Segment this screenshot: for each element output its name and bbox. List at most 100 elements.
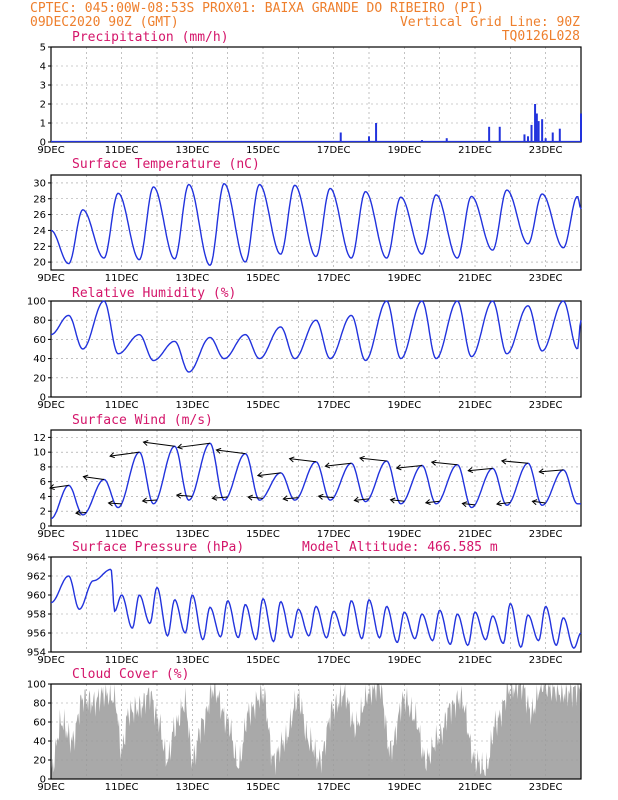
x-tick-label: 17DEC — [317, 145, 351, 156]
x-tick-label: 17DEC — [317, 655, 351, 666]
wind-arrow-head — [531, 499, 538, 506]
x-tick-label: 11DEC — [105, 400, 139, 411]
y-tick-label: 962 — [27, 572, 46, 583]
wind-arrow-shaft — [396, 464, 423, 469]
y-tick-label: 30 — [33, 178, 46, 189]
temperature-series-line — [50, 183, 582, 267]
x-tick-label: 21DEC — [458, 273, 492, 284]
x-tick-label: 17DEC — [317, 273, 351, 284]
x-tick-label: 9DEC — [37, 655, 64, 666]
y-tick-label: 0 — [40, 522, 46, 533]
precipitation-bar — [534, 104, 537, 142]
y-tick-label: 8 — [40, 462, 46, 473]
plot-frame — [50, 174, 582, 271]
plot-frame — [50, 683, 582, 780]
y-tick-label: 24 — [33, 226, 46, 237]
wind-arrow-head — [461, 501, 468, 508]
x-tick-label: 23DEC — [529, 655, 563, 666]
x-tick-label: 13DEC — [175, 655, 209, 666]
wind-title: Surface Wind (m/s) — [72, 413, 213, 428]
wind-arrow-head — [389, 497, 396, 504]
x-tick-label: 13DEC — [175, 782, 209, 793]
wind-arrow-shaft — [83, 476, 105, 480]
y-tick-label: 964 — [27, 553, 46, 564]
x-tick-label: 21DEC — [458, 782, 492, 793]
wind-arrow-head — [256, 471, 263, 478]
wind-arrow-head — [317, 493, 324, 500]
precipitation-bar — [375, 123, 378, 142]
precipitation-bar — [551, 132, 554, 142]
wind-arrow-head — [141, 497, 148, 504]
y-tick-label: 5 — [40, 43, 46, 54]
header-location: CPTEC: 045:00W-08:53S PROX01: BAIXA GRAN… — [30, 1, 484, 16]
cloud-cover-title: Cloud Cover (%) — [72, 667, 189, 682]
wind-arrow-head — [211, 494, 218, 501]
wind-arrow-shaft — [462, 502, 476, 506]
wind-arrow-shaft — [289, 458, 317, 463]
x-tick-label: 15DEC — [246, 655, 280, 666]
wind-arrow-shaft — [142, 499, 158, 502]
x-tick-label: 9DEC — [37, 529, 64, 540]
wind-arrow-shaft — [390, 499, 405, 502]
precipitation-bar — [339, 132, 342, 142]
y-tick-label: 0 — [40, 393, 46, 404]
x-tick-label: 23DEC — [529, 273, 563, 284]
wind-arrow-shaft — [216, 449, 246, 455]
wind-arrow-shaft — [539, 469, 564, 473]
x-tick-label: 15DEC — [246, 145, 280, 156]
x-tick-label: 11DEC — [105, 273, 139, 284]
y-tick-label: 3 — [40, 81, 46, 92]
x-tick-label: 21DEC — [458, 400, 492, 411]
x-tick-label: 11DEC — [105, 145, 139, 156]
precipitation-bar — [537, 121, 540, 142]
precipitation-bar — [498, 126, 501, 142]
wind-arrow-head — [49, 484, 55, 491]
precipitation-bar — [368, 136, 370, 142]
humidity-title: Relative Humidity (%) — [72, 286, 236, 301]
wind-arrow-shaft — [143, 441, 175, 447]
x-tick-label: 21DEC — [458, 145, 492, 156]
wind-arrow-shaft — [325, 462, 352, 467]
wind-arrow-shaft — [49, 484, 69, 489]
plot-frame — [50, 300, 582, 398]
plot-frame — [50, 46, 582, 143]
y-tick-label: 4 — [40, 492, 46, 503]
x-tick-label: 13DEC — [175, 145, 209, 156]
x-tick-label: 15DEC — [246, 782, 280, 793]
wind-arrow-head — [82, 474, 89, 481]
y-tick-label: 22 — [33, 242, 46, 253]
precipitation-bar — [488, 126, 491, 142]
y-tick-label: 960 — [27, 591, 46, 602]
wind-arrow-shaft — [501, 460, 529, 464]
x-tick-label: 19DEC — [387, 529, 421, 540]
x-tick-label: 17DEC — [317, 400, 351, 411]
x-tick-label: 9DEC — [37, 145, 64, 156]
x-tick-label: 17DEC — [317, 782, 351, 793]
wind-arrow-head — [176, 443, 183, 450]
x-tick-label: 13DEC — [175, 273, 209, 284]
x-tick-label: 11DEC — [105, 655, 139, 666]
x-tick-label: 19DEC — [387, 273, 421, 284]
y-tick-label: 6 — [40, 477, 46, 488]
y-tick-label: 2 — [40, 100, 46, 111]
x-tick-label: 13DEC — [175, 529, 209, 540]
y-tick-label: 60 — [33, 335, 46, 346]
pressure-series-line — [50, 568, 582, 649]
precipitation-bar — [530, 124, 533, 142]
x-tick-label: 13DEC — [175, 400, 209, 411]
x-tick-label: 19DEC — [387, 145, 421, 156]
wind-arrow-head — [395, 464, 402, 471]
x-tick-label: 9DEC — [37, 273, 64, 284]
y-tick-label: 28 — [33, 194, 46, 205]
x-tick-label: 15DEC — [246, 273, 280, 284]
precipitation-bar — [445, 138, 448, 142]
y-tick-label: 4 — [40, 62, 46, 73]
y-tick-label: 40 — [33, 737, 46, 748]
wind-arrow-head — [496, 500, 502, 507]
y-tick-label: 80 — [33, 316, 46, 327]
header-code: TQ0126L028 — [502, 29, 580, 44]
wind-arrow-shaft — [468, 467, 493, 472]
precipitation-bar — [544, 138, 547, 142]
wind-arrow-shaft — [177, 442, 211, 448]
panel-humidity: Relative Humidity (%) 0 20 40 60 80 100 9DEC 11… — [27, 286, 582, 411]
